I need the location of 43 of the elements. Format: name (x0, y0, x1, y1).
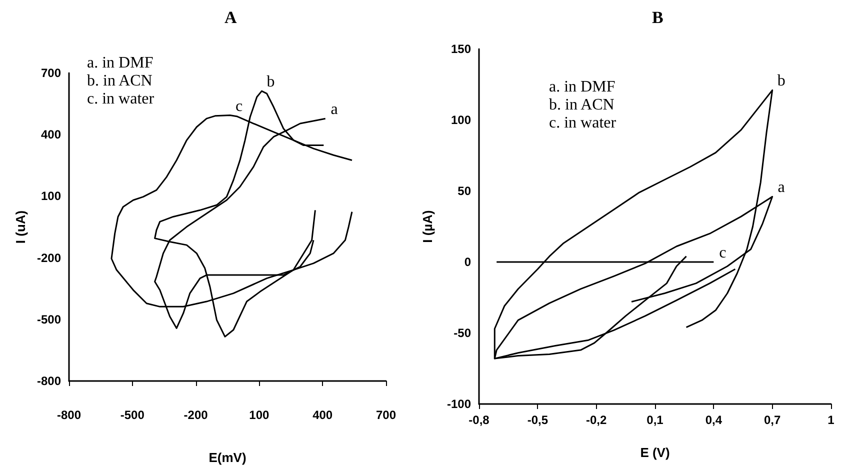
y-tick-label: 700 (40, 66, 62, 80)
x-tick-label: 0,4 (705, 413, 722, 427)
x-tick-label: -200 (184, 408, 208, 422)
x-axis-title: E(mV) (208, 450, 246, 465)
x-axis-title: E (V) (640, 445, 670, 460)
text: a. in DMF (87, 54, 154, 72)
annotation: c. in water (87, 90, 155, 108)
y-tick-label: 100 (40, 189, 62, 204)
x-tick-label: 1 (828, 413, 835, 427)
series-label: b (266, 74, 275, 91)
y-tick-label: -100 (446, 397, 472, 411)
x-tick-label: 400 (312, 408, 333, 422)
x-tick-label: -0,5 (527, 413, 548, 427)
series-label: b (777, 72, 786, 90)
y-tick-label: 400 (40, 128, 62, 142)
x-tick-label: -0,8 (468, 413, 490, 427)
series-label: a (330, 101, 338, 118)
annotation: b. in ACN (549, 96, 615, 114)
annotation: b. in ACN (87, 72, 153, 90)
y-tick-label: 100 (450, 113, 472, 127)
y-tick-label: 0 (464, 255, 472, 269)
y-tick-label: -500 (36, 312, 62, 326)
y-tick-label: -50 (454, 326, 472, 340)
chart-title: B (652, 8, 664, 27)
x-tick-label: 700 (376, 408, 396, 422)
x-tick-label: -500 (120, 408, 145, 422)
y-axis-title: I (µA) (420, 210, 435, 243)
chart-title: A (224, 8, 238, 27)
series-label: c (719, 244, 726, 262)
y-tick-label: -200 (36, 250, 62, 265)
x-tick-label: -0,2 (586, 413, 607, 427)
x-tick-label: 100 (249, 408, 270, 422)
y-axis-title: I (uA) (13, 210, 28, 244)
x-tick-label: -800 (56, 408, 82, 422)
y-tick-label: 50 (458, 184, 472, 198)
series-label: a (778, 179, 785, 196)
x-tick-label: 0,1 (646, 413, 664, 427)
series-label: c (235, 98, 243, 115)
annotation: c. in water (549, 114, 617, 132)
y-tick-label: 150 (450, 42, 472, 56)
annotation: a. in DMF (549, 78, 616, 96)
y-tick-label: -800 (36, 374, 62, 388)
x-tick-label: 0,7 (764, 413, 781, 427)
